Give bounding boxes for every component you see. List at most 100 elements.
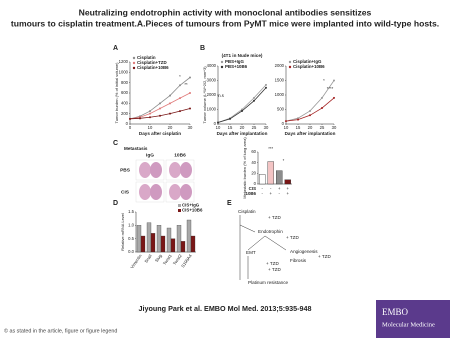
- y-tick-label: 0: [254, 181, 257, 186]
- diagram-node: + TZD: [266, 261, 279, 266]
- y-tick-label: 1000: [207, 107, 217, 112]
- point: [253, 96, 255, 99]
- diagram-arrow: [247, 235, 266, 251]
- row-sign: -: [279, 191, 281, 196]
- point: [321, 107, 323, 110]
- y-tick-label: 0: [126, 121, 129, 126]
- legend-marker: [132, 61, 136, 65]
- diagram-node: + TZD: [268, 215, 281, 220]
- bar: [276, 170, 283, 185]
- point: [241, 108, 243, 111]
- panel-label: D: [113, 200, 118, 207]
- x-tick-label: 10: [148, 125, 153, 130]
- legend-marker: [178, 204, 181, 207]
- legend-marker: [288, 60, 292, 64]
- y-tick-label: 0: [282, 121, 285, 126]
- diagram-node: + TZD: [318, 254, 331, 259]
- logo-text: EMBO: [382, 307, 409, 317]
- y-tick-label: 2000: [275, 63, 285, 68]
- footer: © as stated in the article, figure or fi…: [4, 327, 117, 334]
- legend-label: Cisplatin+10B6: [293, 64, 325, 69]
- x-tick-label: 30: [264, 125, 269, 130]
- y-tick-label: 1.5: [128, 209, 134, 214]
- point: [285, 120, 287, 123]
- y-tick-label: 1500: [275, 78, 285, 83]
- bar: [170, 238, 176, 253]
- row-label: PBS: [120, 167, 131, 173]
- point: [265, 83, 267, 86]
- column-label: 10B6: [174, 152, 186, 158]
- y-tick-label: 2000: [207, 92, 217, 97]
- x-axis-label: Days after implantation: [217, 131, 268, 136]
- point: [179, 97, 181, 100]
- y-tick-label: 0.5: [128, 236, 134, 241]
- bar: [259, 174, 266, 185]
- diagram-node: Angiogenesis: [290, 249, 318, 254]
- point: [265, 86, 267, 89]
- legend-label: Cisplatin+IgG: [293, 59, 322, 64]
- legend-label: CIS+IgG: [182, 203, 200, 208]
- panel-label: B: [200, 45, 205, 52]
- bar: [284, 179, 291, 185]
- legend-label: Cisplatin+10B6: [137, 65, 169, 70]
- legend-marker: [220, 65, 224, 69]
- y-tick-label: 1000: [275, 92, 285, 97]
- bar: [160, 235, 166, 253]
- row-sign: -: [262, 186, 264, 191]
- point: [159, 114, 161, 117]
- y-tick-label: 60: [251, 149, 256, 154]
- x-tick-label: 20: [240, 125, 245, 130]
- point: [189, 107, 191, 110]
- legend-marker: [132, 66, 136, 70]
- x-tick-label: 30: [188, 125, 193, 130]
- diagram-node: Fibrosis: [290, 258, 307, 263]
- point: [179, 84, 181, 87]
- x-tick-label: 10: [284, 125, 289, 130]
- row-sign: -: [262, 191, 264, 196]
- legend-marker: [288, 65, 292, 69]
- diagram-node: Endotrophin: [258, 229, 283, 234]
- x-tick-label: 0: [129, 125, 132, 130]
- row-sign: +: [287, 191, 290, 196]
- diagram-node: Platinum resistance: [248, 280, 289, 285]
- point: [169, 112, 171, 115]
- diagram-arrow: [239, 224, 256, 233]
- y-tick-label: 3000: [207, 78, 217, 83]
- row-sign: +: [278, 186, 281, 191]
- x-tick-label: Snail: [143, 253, 152, 264]
- point: [297, 117, 299, 120]
- point: [169, 102, 171, 105]
- citation: Jiyoung Park et al. EMBO Mol Med. 2013;5…: [139, 304, 312, 313]
- x-tick-label: S100A4: [180, 253, 193, 269]
- y-axis-label: Tumor volume (L*W^2/2, mm^3): [202, 66, 207, 124]
- bar: [166, 227, 172, 253]
- point: [309, 109, 311, 112]
- point: [169, 94, 171, 97]
- row-sign: +: [270, 191, 273, 196]
- x-axis-label: Days after cisplatin: [139, 131, 181, 136]
- legend-label: Cisplatin: [137, 55, 156, 60]
- bar: [140, 235, 146, 253]
- bar: [146, 222, 152, 253]
- annotation: *: [283, 158, 285, 163]
- series-line: [285, 97, 335, 122]
- annotation: *: [323, 78, 325, 83]
- lung-image: [169, 162, 181, 178]
- logo-text: Molecular Medicine: [382, 321, 435, 328]
- diagram-node: Cisplatin: [238, 209, 256, 214]
- bar: [176, 225, 182, 253]
- chart-subtitle: (4T1 in Nude mice): [222, 53, 263, 58]
- x-tick-label: 20: [308, 125, 313, 130]
- point: [129, 117, 131, 120]
- y-tick-label: 800: [121, 80, 129, 85]
- x-tick-label: Slug: [154, 253, 163, 263]
- point: [189, 92, 191, 94]
- x-tick-label: Vimentin: [129, 253, 143, 270]
- annotation: ****: [327, 86, 334, 91]
- bar: [190, 235, 196, 253]
- y-tick-label: 500: [277, 107, 285, 112]
- x-tick-label: 20: [168, 125, 173, 130]
- x-tick-label: Twist2: [172, 253, 183, 266]
- x-tick-label: 10: [216, 125, 221, 130]
